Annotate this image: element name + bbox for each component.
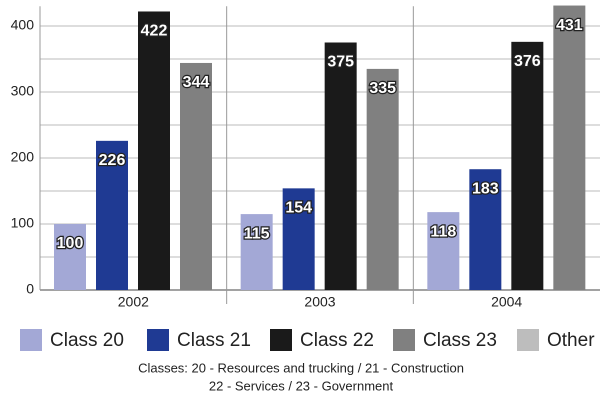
bar xyxy=(324,42,357,290)
bar xyxy=(282,188,315,290)
value-label: 376 xyxy=(514,53,541,70)
value-label: 154 xyxy=(285,200,312,217)
value-label: 431 xyxy=(556,17,583,34)
legend-label: Class 22 xyxy=(300,330,374,351)
bar xyxy=(240,214,273,290)
value-label: 118 xyxy=(430,223,456,240)
y-tick-label: 400 xyxy=(11,17,35,33)
bar xyxy=(54,224,86,290)
legend-swatch xyxy=(20,329,42,351)
value-label: 375 xyxy=(327,54,354,71)
bar xyxy=(180,62,212,291)
value-label: 183 xyxy=(472,180,499,197)
legend-swatch xyxy=(147,329,169,351)
y-tick-label: 0 xyxy=(26,281,34,297)
legend-swatch xyxy=(393,329,415,351)
legend-label: Class 23 xyxy=(423,330,497,351)
legend-swatch xyxy=(270,329,292,351)
legend-label: Other xyxy=(547,330,595,351)
x-tick-label: 2003 xyxy=(304,294,335,310)
legend-label: Class 20 xyxy=(50,330,124,351)
x-tick-label: 2002 xyxy=(118,294,149,310)
bar xyxy=(427,212,460,290)
value-label: 335 xyxy=(369,80,396,97)
footnote: Classes: 20 - Resources and trucking / 2… xyxy=(138,360,464,375)
value-label: 422 xyxy=(141,23,168,40)
x-tick-label: 2004 xyxy=(491,294,522,310)
bar xyxy=(553,5,586,290)
bar xyxy=(96,140,128,290)
value-label: 115 xyxy=(244,225,270,242)
y-tick-label: 100 xyxy=(11,215,35,231)
y-tick-label: 200 xyxy=(11,149,35,165)
legend-swatch xyxy=(517,329,539,351)
legend-label: Class 21 xyxy=(177,330,251,351)
bar xyxy=(366,68,399,291)
bar xyxy=(511,41,544,291)
value-label: 226 xyxy=(99,152,126,169)
bar xyxy=(469,169,502,290)
value-label: 344 xyxy=(183,74,210,91)
bar xyxy=(138,11,170,290)
value-label: 100 xyxy=(57,235,84,252)
footnote: 22 - Services / 23 - Government xyxy=(209,378,394,393)
y-tick-label: 300 xyxy=(11,83,35,99)
